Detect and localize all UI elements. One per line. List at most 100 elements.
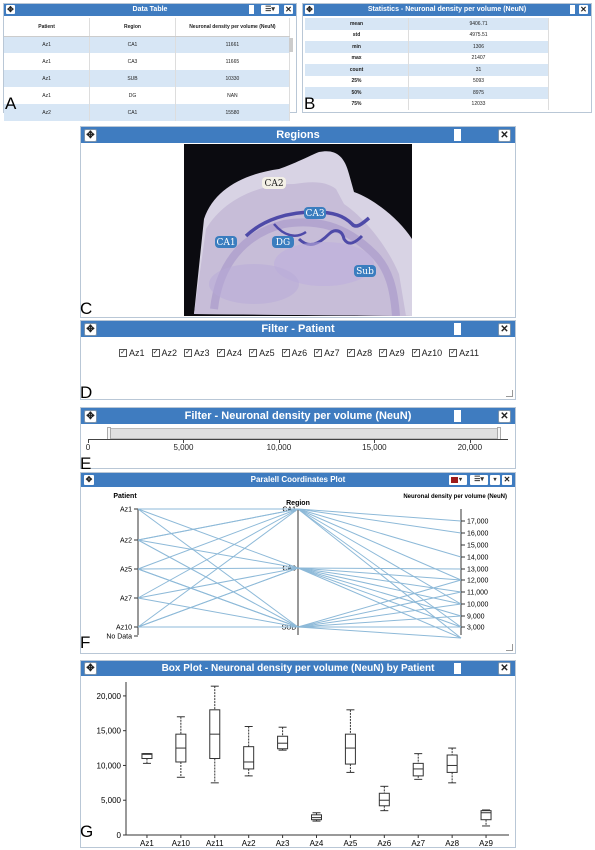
series-line: [297, 567, 462, 593]
box-az3: [277, 735, 289, 750]
move-icon[interactable]: ✥: [84, 410, 97, 423]
stat-name: std: [305, 29, 410, 41]
spinner-icon[interactable]: [454, 663, 461, 674]
table-cell: Az1: [4, 53, 91, 70]
close-icon[interactable]: ✕: [502, 475, 512, 485]
table-row[interactable]: Az1 DG NAN: [4, 87, 291, 104]
stats-row: count 31: [305, 64, 549, 76]
checkbox-check-icon[interactable]: ✓: [281, 349, 290, 357]
checkbox-check-icon[interactable]: ✓: [184, 349, 193, 357]
density-tick-label: 13,000: [467, 567, 489, 574]
close-icon[interactable]: ✕: [284, 5, 293, 14]
move-icon[interactable]: ✥: [6, 5, 15, 14]
table-row[interactable]: Az1 CA1 11661: [4, 36, 291, 53]
panel-header[interactable]: ✥ Filter - Neuronal density per volume (…: [81, 408, 515, 424]
region-label-ca3[interactable]: CA3: [304, 207, 326, 219]
checkbox-check-icon[interactable]: ✓: [314, 349, 323, 357]
density-tick-label: 16,000: [467, 531, 489, 538]
move-icon[interactable]: ✥: [84, 475, 94, 485]
table-row[interactable]: Az2 CA1 15580: [4, 104, 291, 121]
panel-header[interactable]: ✥ Regions ✕: [81, 127, 515, 143]
box-az7: [412, 762, 424, 777]
axis-title-density: Neuronal density per volume (NeuN): [403, 494, 507, 500]
axis-title-region: Region: [286, 500, 310, 507]
column-header[interactable]: Neuronal density per volume (NeuN): [175, 18, 291, 37]
patient-checkbox-az11[interactable]: ✓ Az11: [449, 348, 479, 358]
checkbox-check-icon[interactable]: ✓: [346, 349, 355, 357]
spinner-icon[interactable]: [249, 5, 254, 14]
checkbox-check-icon[interactable]: ✓: [216, 349, 225, 357]
slider-tick-label: 10,000: [266, 443, 292, 452]
menu-button[interactable]: ☰▾: [470, 475, 488, 485]
move-icon[interactable]: ✥: [84, 323, 97, 336]
patient-checkbox-az7[interactable]: ✓ Az7: [314, 348, 340, 358]
stats-row: max 21407: [305, 52, 549, 64]
scrollbar[interactable]: [289, 38, 293, 52]
region-label-ca2[interactable]: CA2: [262, 177, 286, 189]
menu-button[interactable]: ☰▾: [261, 5, 279, 14]
checkbox-check-icon[interactable]: ✓: [249, 349, 258, 357]
resize-handle[interactable]: [506, 644, 513, 651]
region-label-sub[interactable]: Sub: [354, 265, 376, 277]
patient-checkbox-az5[interactable]: ✓ Az5: [249, 348, 275, 358]
panel-header[interactable]: ✥ Statistics - Neuronal density per volu…: [303, 4, 591, 16]
parallel-coordinates-panel: ✥ Paralell Coordinates Plot ▾ ☰▾ ▾ ✕ Pat…: [80, 472, 516, 654]
panel-label-a: A: [5, 94, 17, 113]
checkbox-check-icon[interactable]: ✓: [379, 349, 388, 357]
stats-row: min 1306: [305, 41, 549, 53]
region-label-dg[interactable]: DG: [272, 236, 294, 248]
checkbox-check-icon[interactable]: ✓: [449, 349, 458, 357]
x-tick-label: Az10: [172, 839, 191, 847]
spinner-icon[interactable]: [454, 323, 461, 335]
panel-header[interactable]: ✥ Box Plot - Neuronal density per volume…: [81, 661, 515, 676]
table-cell: Az1: [4, 70, 91, 87]
spinner-icon[interactable]: [454, 410, 461, 422]
column-header[interactable]: Patient: [4, 18, 91, 37]
patient-checkbox-az10[interactable]: ✓ Az10: [411, 348, 442, 358]
region-tick-label: SUB: [282, 625, 297, 632]
move-icon[interactable]: ✥: [84, 129, 97, 142]
region-label-ca2-text: CA2: [264, 179, 283, 189]
checkbox-check-icon[interactable]: ✓: [119, 349, 127, 357]
table-row[interactable]: Az1 SUB 10330: [4, 70, 291, 87]
patient-checkbox-az9[interactable]: ✓ Az9: [379, 348, 405, 358]
series-line: [137, 567, 299, 628]
patient-checkbox-az8[interactable]: ✓ Az8: [346, 348, 372, 358]
table-row[interactable]: Az1 CA3 11665: [4, 53, 291, 70]
close-icon[interactable]: ✕: [498, 323, 511, 336]
patient-checkbox-az2[interactable]: ✓ Az2: [151, 348, 177, 358]
panel-header[interactable]: ✥ Paralell Coordinates Plot ▾ ☰▾ ▾ ✕: [81, 473, 515, 487]
close-icon[interactable]: ✕: [579, 5, 588, 14]
box-az6: [378, 792, 390, 807]
spinner-icon[interactable]: [454, 129, 461, 141]
patient-checkbox-az6[interactable]: ✓ Az6: [281, 348, 307, 358]
stat-value: 9406.71: [408, 18, 549, 30]
color-picker-button[interactable]: ▾: [449, 475, 467, 485]
panel-header[interactable]: ✥ Filter - Patient ✕: [81, 321, 515, 337]
density-tick-label: 14,000: [467, 555, 489, 562]
checkbox-check-icon[interactable]: ✓: [411, 349, 420, 357]
axis-title-patient: Patient: [113, 493, 137, 500]
patient-checkbox-az4[interactable]: ✓ Az4: [216, 348, 242, 358]
region-label-ca1[interactable]: CA1: [215, 236, 237, 248]
move-icon[interactable]: ✥: [84, 662, 97, 675]
stats-row: std 4975.51: [305, 29, 549, 41]
column-header[interactable]: Region: [89, 18, 176, 37]
resize-handle[interactable]: [506, 390, 513, 397]
patient-tick-label: Az2: [120, 538, 132, 545]
spinner-icon[interactable]: [570, 5, 575, 14]
patient-checkbox-az3[interactable]: ✓ Az3: [184, 348, 210, 358]
close-icon[interactable]: ✕: [498, 662, 511, 675]
density-range-slider[interactable]: [107, 427, 501, 440]
close-icon[interactable]: ✕: [498, 410, 511, 423]
panel-header[interactable]: ✥ Data Table ☰▾ ✕: [4, 4, 296, 16]
stat-name: 75%: [305, 98, 410, 110]
close-icon[interactable]: ✕: [498, 129, 511, 142]
stat-name: count: [305, 64, 410, 76]
series-line: [137, 597, 299, 628]
patient-checkbox-az1[interactable]: ✓ Az1: [119, 348, 145, 358]
move-icon[interactable]: ✥: [305, 5, 314, 14]
collapse-icon[interactable]: ▾: [490, 475, 500, 485]
panel-title: Data Table: [132, 6, 168, 13]
checkbox-check-icon[interactable]: ✓: [151, 349, 160, 357]
